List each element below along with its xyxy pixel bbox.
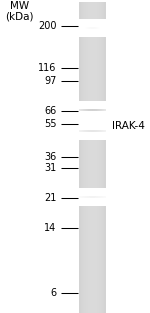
Text: 36: 36 (44, 152, 57, 162)
Text: 31: 31 (44, 163, 57, 173)
Text: (kDa): (kDa) (6, 11, 34, 21)
Text: 97: 97 (44, 76, 57, 86)
Text: 6: 6 (51, 288, 57, 298)
Text: 66: 66 (44, 105, 57, 115)
Text: MW: MW (10, 1, 29, 11)
Text: 55: 55 (44, 120, 57, 130)
Text: 200: 200 (38, 21, 57, 31)
Text: 14: 14 (44, 223, 57, 233)
Text: 21: 21 (44, 192, 57, 203)
Text: IRAK-4: IRAK-4 (112, 121, 145, 131)
Text: 116: 116 (38, 63, 57, 73)
